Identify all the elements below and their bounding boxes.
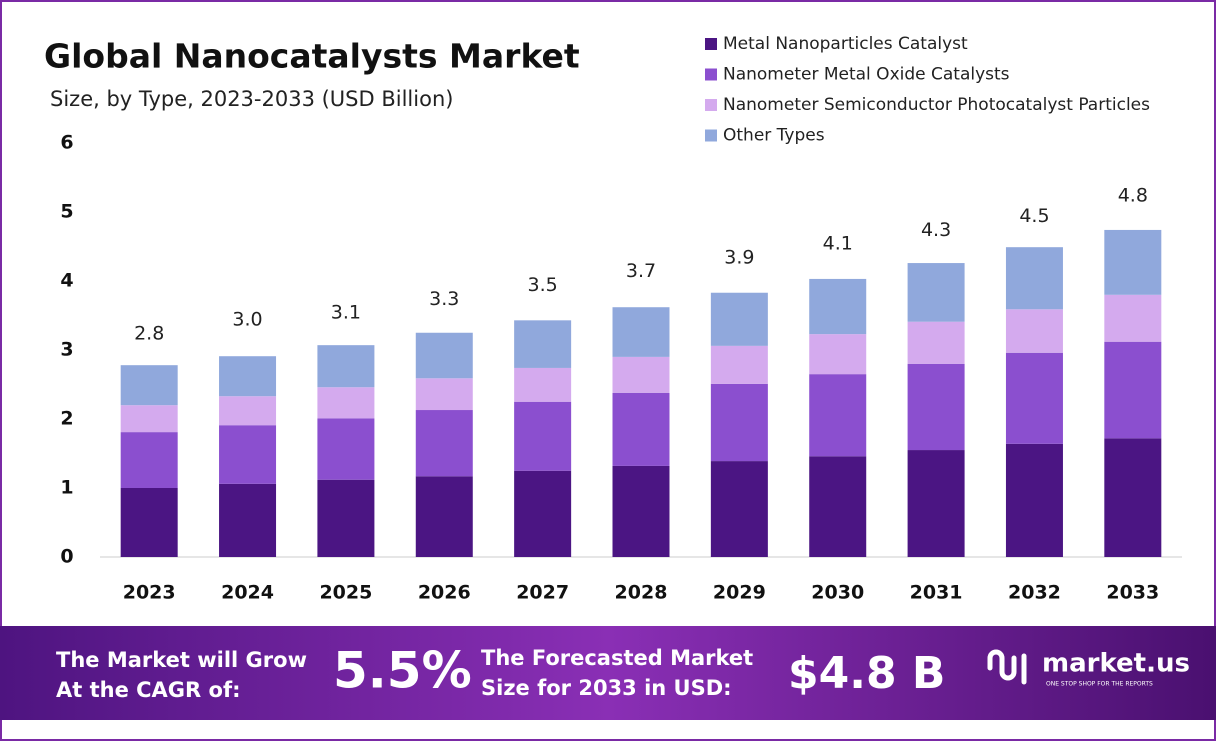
bar-segment [1104, 341, 1162, 439]
y-tick-label: 3 [60, 339, 73, 361]
bar-segment [1104, 229, 1162, 295]
bar-segment [809, 374, 867, 457]
bar-segment [612, 465, 670, 557]
bar-segment [1005, 352, 1063, 444]
total-label: 4.5 [1019, 205, 1049, 227]
legend-swatch [705, 129, 717, 142]
bar-segment [514, 401, 572, 471]
y-tick-label: 2 [60, 408, 73, 430]
y-tick-label: 0 [60, 546, 73, 568]
bar-segment [317, 479, 375, 557]
bar-segment [809, 456, 867, 557]
legend-swatch [705, 68, 717, 81]
bar-segment [415, 476, 473, 557]
bar-segment [1104, 438, 1162, 557]
total-label: 4.8 [1118, 184, 1148, 206]
bar-segment [907, 321, 965, 364]
bar-segment [219, 396, 277, 426]
legend-label: Nanometer Semiconductor Photocatalyst Pa… [723, 95, 1150, 115]
bar-segment [219, 356, 277, 397]
x-tick-label: 2025 [319, 582, 372, 604]
forecast-value: $4.8 B [788, 648, 945, 699]
y-tick-label: 6 [60, 132, 73, 154]
bar-segment [317, 387, 375, 419]
x-tick-label: 2026 [418, 582, 471, 604]
forecast-text: Size for 2033 in USD: [481, 676, 732, 700]
total-label: 3.5 [528, 274, 558, 296]
legend-label: Nanometer Metal Oxide Catalysts [723, 65, 1010, 85]
y-tick-label: 1 [60, 477, 73, 499]
brand: market.us [1042, 649, 1190, 679]
x-tick-label: 2033 [1106, 582, 1159, 604]
bar-segment [907, 263, 965, 322]
total-label: 2.8 [134, 322, 164, 344]
x-tick-label: 2027 [516, 582, 569, 604]
bar-segment [219, 483, 277, 557]
bar-segment [907, 363, 965, 451]
legend-swatch [705, 38, 717, 50]
bar-segment [120, 405, 178, 433]
x-tick-label: 2023 [123, 582, 176, 604]
y-tick-label: 4 [60, 270, 73, 292]
y-tick-label: 5 [60, 201, 73, 223]
bar-segment [612, 392, 670, 466]
total-label: 4.1 [823, 233, 853, 255]
cagr-text: At the CAGR of: [56, 678, 241, 702]
bar-segment [1104, 294, 1162, 342]
x-tick-label: 2031 [910, 582, 963, 604]
x-tick-label: 2032 [1008, 582, 1061, 604]
bar-segment [514, 320, 572, 368]
total-label: 3.3 [429, 288, 459, 310]
total-label: 4.3 [921, 219, 951, 241]
bar-segment [415, 378, 473, 411]
cagr-text: The Market will Grow [56, 648, 307, 672]
banner-text: The Market will Grow At the CAGR of: 5.5… [56, 642, 1190, 703]
total-label: 3.7 [626, 260, 656, 282]
bar-segment [907, 450, 965, 557]
bar-segment [809, 334, 867, 375]
bar-segment [1005, 247, 1063, 310]
bar-segment [809, 278, 867, 335]
bar-segment [120, 432, 178, 488]
tagline: ONE STOP SHOP FOR THE REPORTS [1046, 681, 1153, 688]
x-tick-label: 2024 [221, 582, 274, 604]
bar-segment [1005, 443, 1063, 557]
total-label: 3.0 [232, 309, 262, 331]
chart-title: Global Nanocatalysts Market [44, 37, 580, 76]
legend-label: Metal Nanoparticles Catalyst [723, 34, 968, 54]
bar-segment [710, 383, 768, 462]
bar-segment [415, 410, 473, 477]
x-tick-label: 2029 [713, 582, 766, 604]
x-tick-label: 2028 [615, 582, 668, 604]
bar-segment [710, 345, 768, 384]
brand-logo [987, 649, 1027, 685]
bar-segment [317, 418, 375, 480]
chart-subtitle: Size, by Type, 2023-2033 (USD Billion) [50, 87, 453, 111]
bar-segment [514, 470, 572, 557]
x-tick-label: 2030 [811, 582, 864, 604]
legend-label: Other Types [723, 126, 825, 146]
total-label: 3.1 [331, 302, 361, 324]
bar-segment [514, 367, 572, 402]
legend-swatch [705, 99, 717, 111]
bar-segment [710, 461, 768, 557]
total-label: 3.9 [724, 246, 754, 268]
bar-segment [120, 365, 178, 406]
bar-segment [317, 345, 375, 388]
bar-segment [219, 425, 277, 484]
cagr-value: 5.5% [333, 642, 472, 700]
forecast-text: The Forecasted Market [481, 646, 753, 670]
banner [0, 626, 1216, 720]
bar-segment [612, 307, 670, 357]
bar-segment [710, 292, 768, 346]
bar-segment [120, 488, 178, 557]
bar-segment [1005, 309, 1063, 353]
bar-segment [415, 332, 473, 379]
bar-segment [612, 356, 670, 393]
